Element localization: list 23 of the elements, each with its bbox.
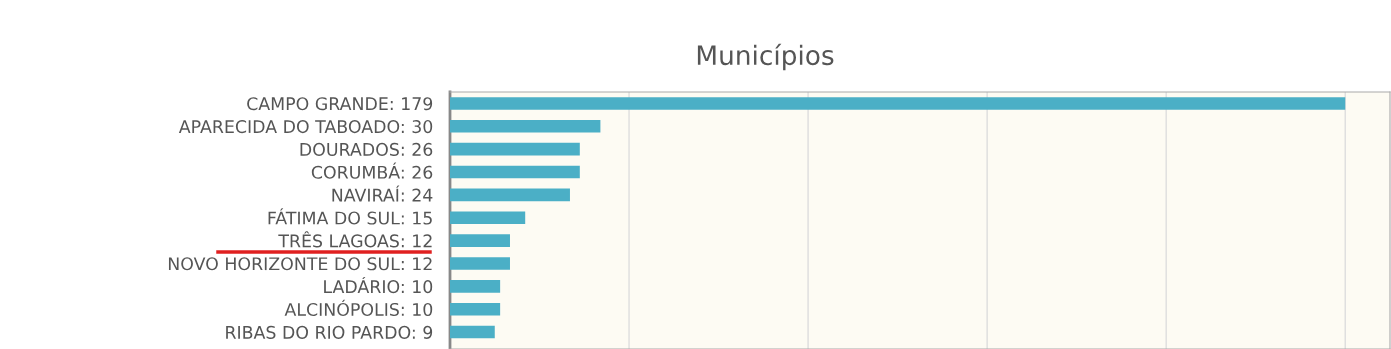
bar	[450, 302, 501, 316]
y-tick-label: CAMPO GRANDE: 179	[247, 97, 433, 111]
y-tick-label: TRÊS LAGOAS: 12	[278, 231, 432, 248]
bar	[450, 280, 501, 293]
bar	[450, 188, 570, 202]
bar	[450, 257, 510, 270]
y-tick-label: RIBAS DO RIO PARDO: 9	[226, 325, 433, 339]
bar	[450, 211, 526, 225]
y-tick-label: FÁTIMA DO SUL: 15	[268, 208, 432, 225]
y-tick-label: NOVO HORIZONTE DO SUL: 12	[168, 257, 432, 271]
y-tick-label: LADÁRIO: 10	[324, 276, 433, 294]
y-tick-label: APARECIDA DO TABOADO: 30	[178, 120, 433, 134]
chart-title: Municípios	[697, 43, 834, 71]
bar	[450, 120, 601, 133]
bar	[450, 142, 580, 156]
bar	[450, 97, 1346, 110]
bar	[450, 234, 510, 247]
y-tick-label: NAVIRAÍ: 24	[332, 185, 433, 202]
y-tick-label: ALCINÓPOLIS: 10	[284, 299, 433, 317]
bar	[450, 325, 495, 339]
y-tick-label: DOURADOS: 26	[300, 142, 433, 156]
bar	[450, 165, 580, 179]
y-tick-label: CORUMBÁ: 26	[311, 162, 433, 179]
